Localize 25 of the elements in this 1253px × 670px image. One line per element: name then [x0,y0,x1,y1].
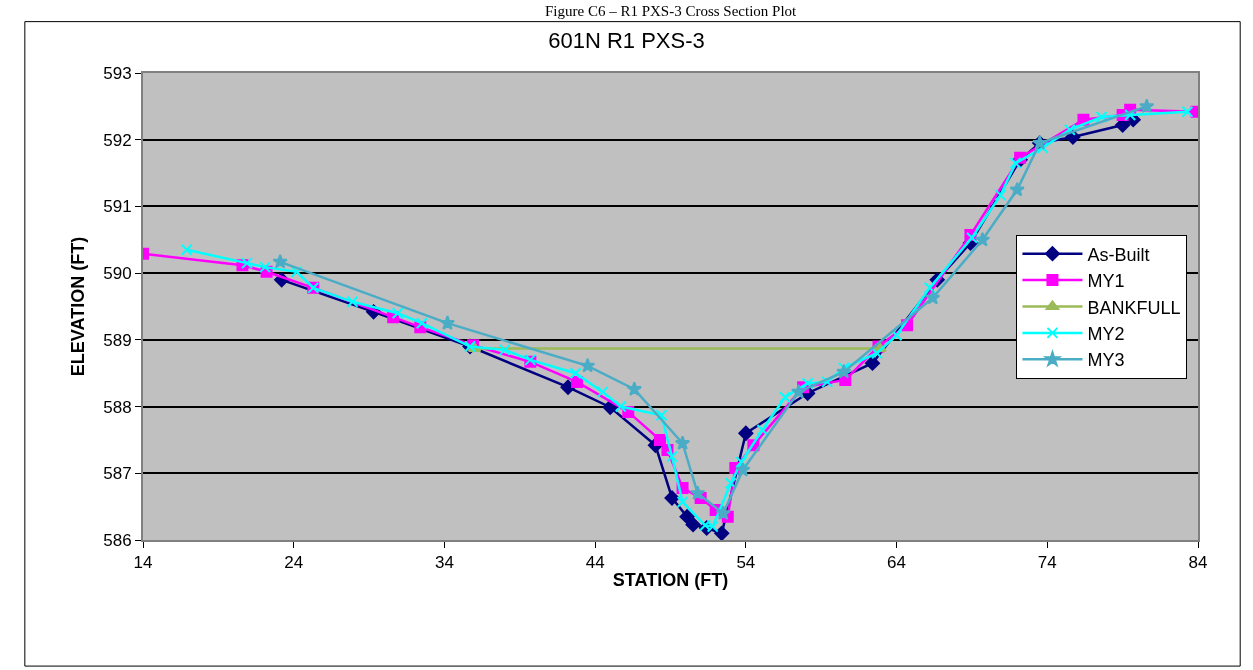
chart-title: 601N R1 PXS-3 [548,27,705,53]
y-tick-label: 592 [103,130,132,150]
x-tick-label: 14 [133,553,153,573]
y-tick-label: 590 [103,264,132,284]
x-tick-label: 64 [887,553,907,573]
y-tick-label: 587 [103,464,132,484]
x-tick-label: 44 [585,553,605,573]
legend-label: As-Built [1087,244,1150,265]
y-tick-label: 588 [103,397,132,417]
y-tick-label: 591 [103,197,132,217]
legend-label: MY1 [1087,271,1125,292]
legend-label: MY2 [1087,323,1125,344]
x-axis-title: STATION (FT) [612,570,729,590]
y-tick-label: 593 [103,63,132,83]
x-tick-label: 24 [284,553,304,573]
y-tick-label: 586 [103,530,132,550]
x-tick-label: 84 [1188,553,1208,573]
x-tick-label: 34 [434,553,454,573]
y-axis-title: ELEVATION (FT) [67,236,88,377]
x-tick-label: 74 [1037,553,1057,573]
legend-label: MY3 [1087,350,1125,371]
x-tick-label: 54 [736,553,756,573]
legend-label: BANKFULL [1087,297,1181,318]
caption: Figure C6 – R1 PXS-3 Cross Section Plot [545,3,798,19]
y-tick-label: 589 [103,330,132,350]
